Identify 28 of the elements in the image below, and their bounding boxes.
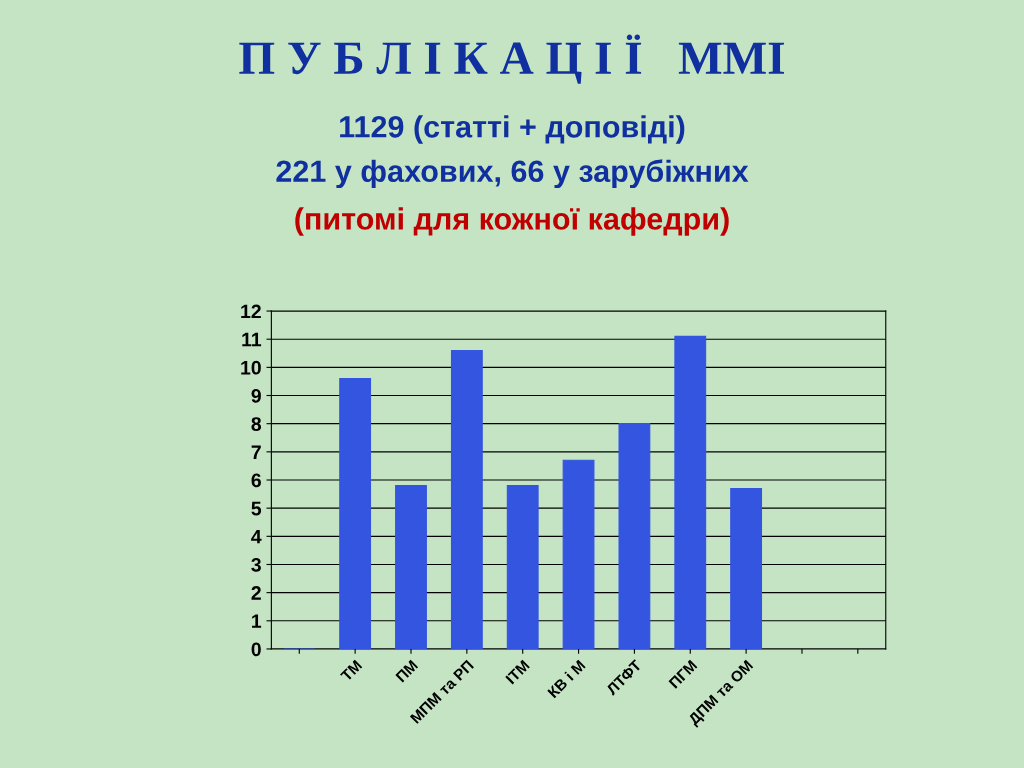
y-tick-label: 12 [241, 304, 261, 319]
y-tick-label: 6 [251, 473, 261, 488]
chart-subtitle: 1129 (статті + доповіді) 221 у фахових, 66 у зарубіжних [276, 115, 749, 189]
y-tick-label: 9 [251, 388, 261, 403]
y-tick-label: 5 [251, 501, 262, 516]
y-tick-label: 10 [241, 360, 261, 375]
x-tick-label: ТМ [340, 659, 363, 682]
x-tick-label: ПМ [395, 659, 419, 683]
x-tick-label: КВ і М [546, 659, 586, 699]
y-tick-label: 7 [251, 445, 261, 459]
bar [506, 485, 539, 649]
chart-title: П У Б Л І К А Ц І Ї ММІ [239, 34, 784, 84]
y-tick-label: 0 [251, 642, 261, 657]
bar [395, 485, 427, 649]
text: (питомі для кожної кафедри) [295, 207, 729, 236]
y-tick-label: 4 [251, 529, 262, 544]
x-tick-label: ІТМ [505, 659, 530, 685]
bar [674, 335, 707, 649]
y-tick-label: 8 [251, 417, 262, 431]
bar [562, 459, 595, 649]
y-tick-label: 1 [252, 614, 262, 628]
y-tick-label: 3 [251, 557, 261, 572]
bar [450, 349, 483, 649]
bar [730, 487, 763, 649]
bar [618, 423, 651, 649]
y-tick-label: 2 [251, 586, 261, 600]
bar [339, 378, 372, 649]
y-tick-label: 11 [242, 332, 262, 347]
